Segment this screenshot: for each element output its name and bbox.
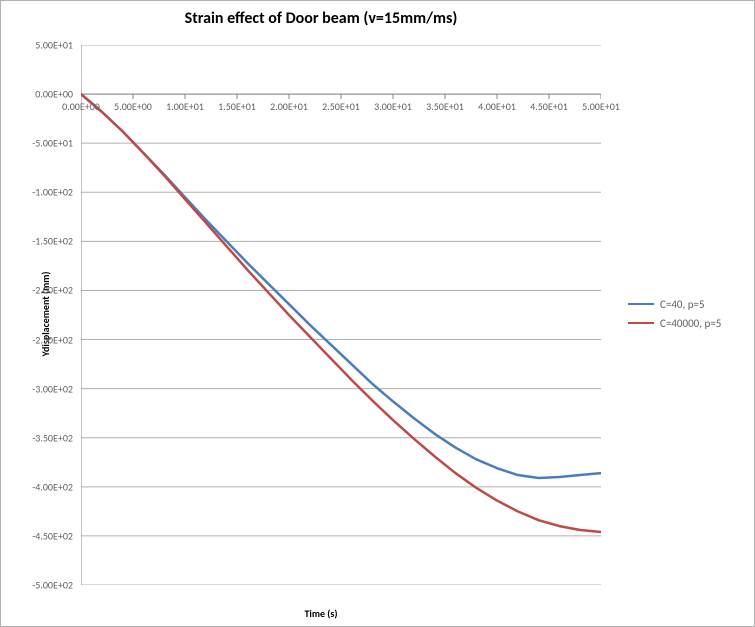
y-tick-label: -4.00E+02: [3, 480, 73, 493]
x-tick-label: 1.50E+01: [218, 100, 256, 113]
y-tick-label: -3.50E+02: [3, 431, 73, 444]
y-tick-label: -5.00E+02: [3, 579, 73, 592]
plot-area: [81, 45, 601, 585]
x-tick-label: 2.00E+01: [270, 100, 308, 113]
axes: [81, 45, 601, 585]
legend-item: C=40, p=5: [628, 298, 748, 311]
x-tick-label: 5.00E+00: [114, 100, 152, 113]
legend-label: C=40000, p=5: [660, 317, 721, 330]
y-tick-label: -2.00E+02: [3, 284, 73, 297]
chart-title: Strain effect of Door beam (v=15mm/ms): [1, 9, 641, 28]
x-tick-label: 3.50E+01: [426, 100, 464, 113]
y-tick-label: 5.00E+01: [3, 39, 73, 52]
series-line: [81, 94, 601, 478]
legend: C=40, p=5 C=40000, p=5: [628, 292, 748, 336]
plot-svg: [81, 45, 601, 585]
x-tick-label: 4.00E+01: [478, 100, 516, 113]
y-tick-label: -1.50E+02: [3, 235, 73, 248]
x-tick-label: 0.00E+00: [62, 100, 100, 113]
series-line: [81, 94, 601, 532]
y-tick-label: 0.00E+00: [3, 88, 73, 101]
x-axis-label: Time (s): [1, 607, 641, 620]
x-tick-label: 4.50E+01: [530, 100, 568, 113]
series-lines: [81, 94, 601, 532]
legend-item: C=40000, p=5: [628, 317, 748, 330]
y-tick-label: -3.00E+02: [3, 382, 73, 395]
y-tick-label: -2.50E+02: [3, 333, 73, 346]
x-tick-label: 5.00E+01: [582, 100, 620, 113]
x-tick-label: 2.50E+01: [322, 100, 360, 113]
y-tick-label: -1.00E+02: [3, 186, 73, 199]
grid-lines: [81, 45, 601, 585]
x-tick-label: 1.00E+01: [166, 100, 204, 113]
y-tick-label: -4.50E+02: [3, 529, 73, 542]
legend-swatch: [628, 322, 654, 324]
legend-swatch: [628, 303, 654, 305]
y-tick-label: -5.00E+01: [3, 137, 73, 150]
legend-label: C=40, p=5: [660, 298, 705, 311]
x-tick-label: 3.00E+01: [374, 100, 412, 113]
chart-container: Strain effect of Door beam (v=15mm/ms) Y…: [0, 0, 755, 627]
